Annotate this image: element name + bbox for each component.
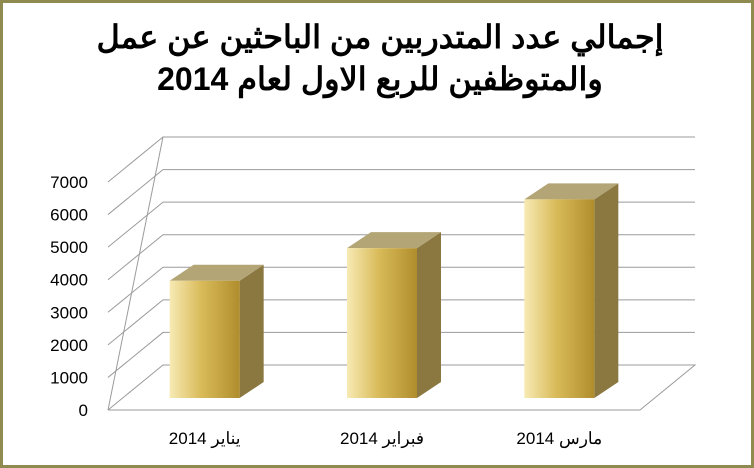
y-tick-label: 2000 xyxy=(50,336,88,355)
x-category-label: فبراير 2014 xyxy=(340,429,424,449)
y-tick-label: 1000 xyxy=(50,368,88,387)
bar-front xyxy=(347,248,417,398)
back-wall-edge xyxy=(107,136,164,411)
floor xyxy=(107,364,697,411)
y-tick-label: 3000 xyxy=(50,303,88,322)
grid xyxy=(107,136,697,411)
bar xyxy=(169,264,264,398)
chart-title-line-1: إجمالي عدد المتدربين من الباحثين عن عمل xyxy=(96,19,664,55)
bar xyxy=(347,232,441,398)
bar-front xyxy=(169,280,240,398)
x-axis: يناير 2014 فبراير 2014 مارس 2014 xyxy=(169,429,602,449)
bar xyxy=(524,183,619,398)
y-tick-label: 6000 xyxy=(50,206,88,225)
y-tick-label: 4000 xyxy=(50,271,88,290)
chart-title-line-2: والمتوظفين للربع الاول لعام 2014 xyxy=(157,61,603,97)
bar-top xyxy=(169,264,264,281)
bar-side xyxy=(594,183,619,398)
gridline xyxy=(107,266,695,313)
y-tick-label: 5000 xyxy=(50,238,88,257)
gridline xyxy=(107,299,695,346)
x-category-label: مارس 2014 xyxy=(516,429,602,449)
bar-front xyxy=(524,199,595,398)
chart-title: إجمالي عدد المتدربين من الباحثين عن عمل … xyxy=(60,16,700,100)
gridline xyxy=(107,169,695,215)
gridline xyxy=(107,234,695,281)
y-tick-label: 7000 xyxy=(50,173,88,192)
bar-top xyxy=(347,232,441,249)
bar-side xyxy=(239,264,264,398)
y-tick-label: 0 xyxy=(79,401,88,420)
gridline xyxy=(107,201,695,248)
bar-side xyxy=(417,232,441,398)
bar-top xyxy=(524,183,619,200)
bars xyxy=(169,183,619,398)
gridline xyxy=(107,136,695,183)
y-axis: 0 1000 2000 3000 4000 5000 6000 7000 xyxy=(50,173,88,420)
gridline xyxy=(107,331,695,378)
x-category-label: يناير 2014 xyxy=(169,429,241,449)
